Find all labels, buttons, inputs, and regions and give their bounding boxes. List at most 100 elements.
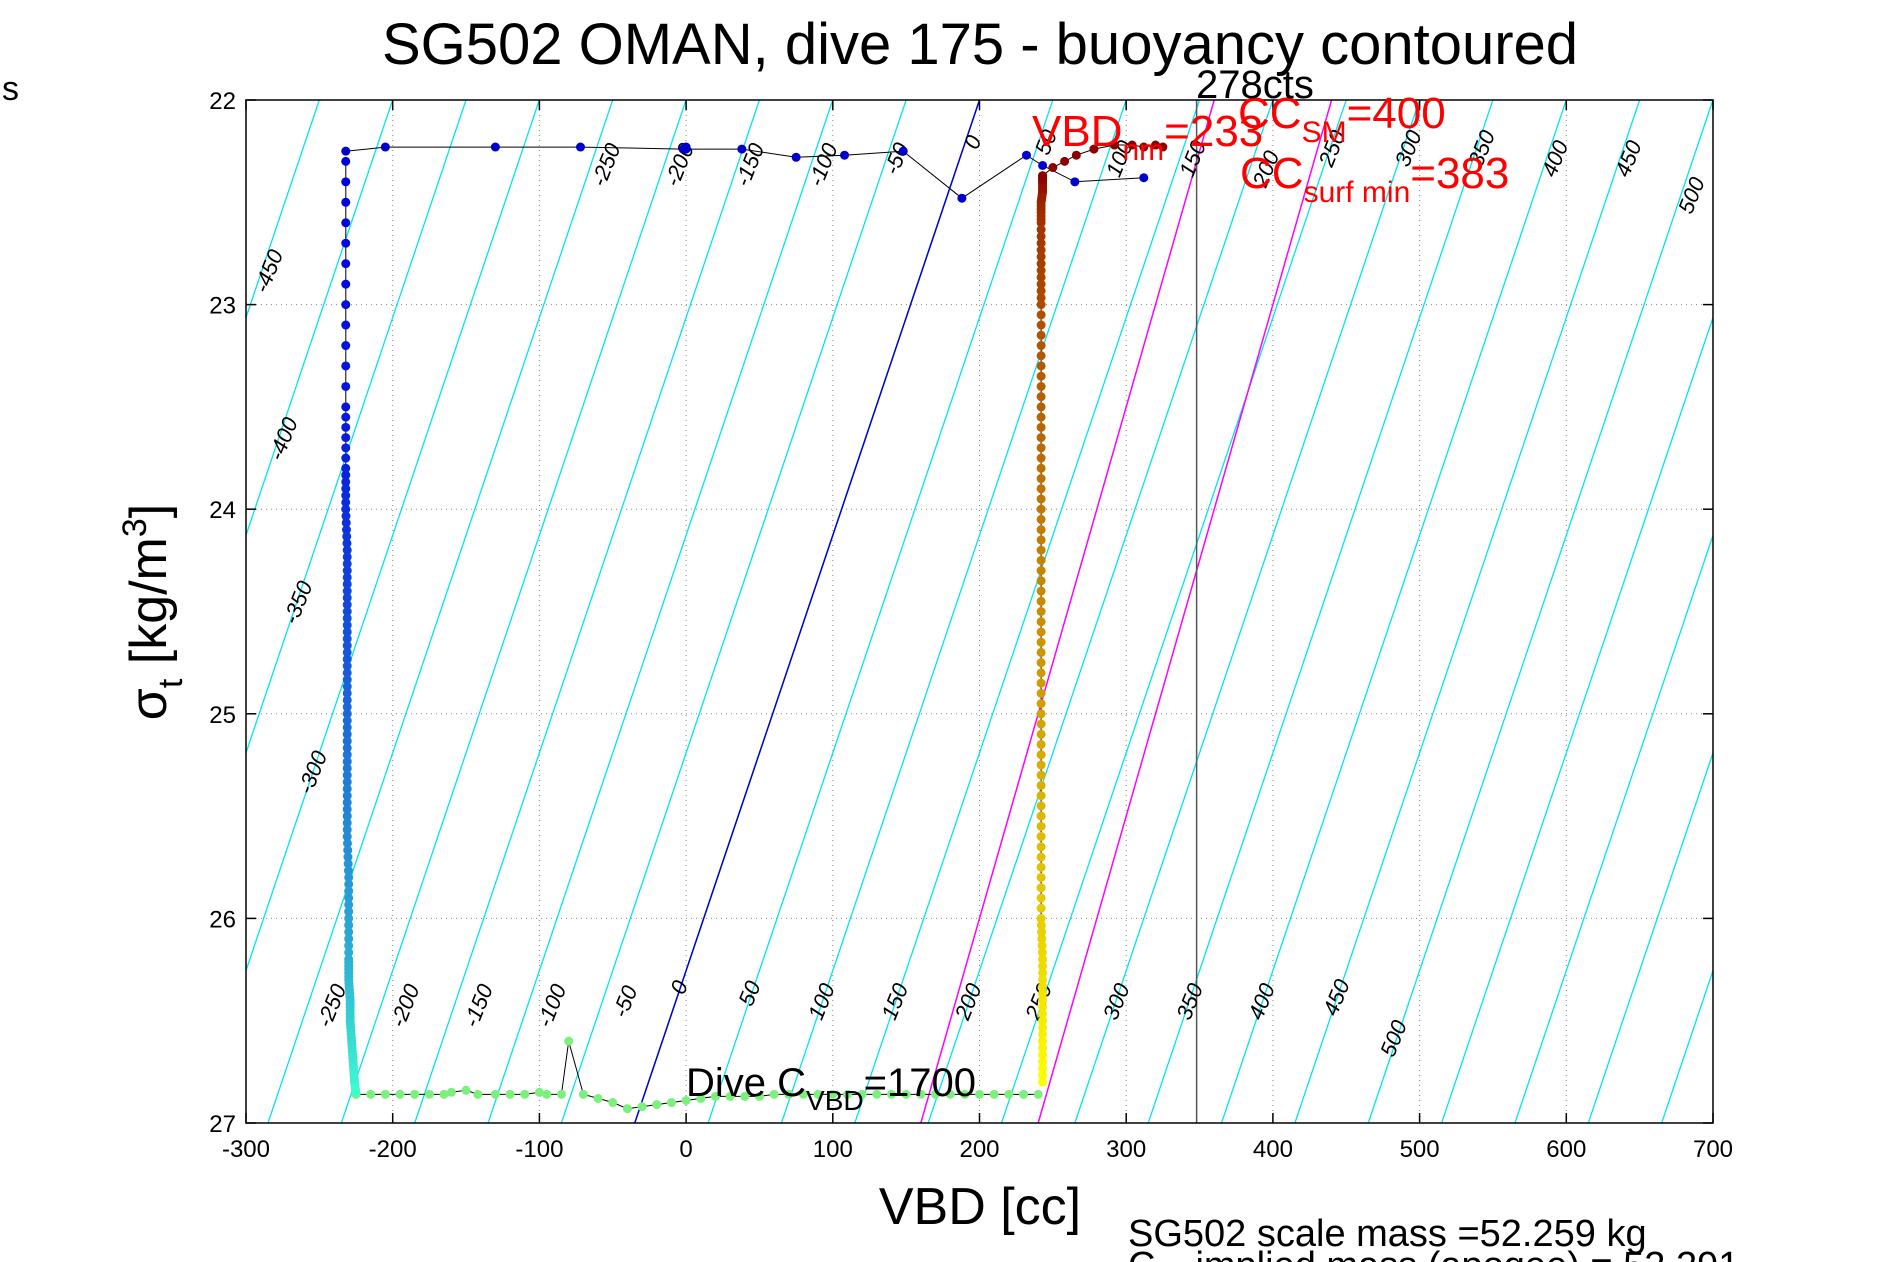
data-point-bottom bbox=[473, 1089, 483, 1099]
data-point-bottom bbox=[556, 1089, 566, 1099]
data-point-descent-dense bbox=[342, 552, 352, 562]
y-tick-label: 26 bbox=[209, 906, 236, 933]
data-point-descent-dense bbox=[343, 845, 353, 855]
data-point-ascent-dense bbox=[1036, 566, 1046, 576]
data-point-bottom bbox=[1033, 1089, 1043, 1099]
data-point-descent-dense bbox=[342, 743, 352, 753]
data-point-descent-dense bbox=[342, 784, 352, 794]
data-point-surface bbox=[1109, 140, 1119, 150]
data-points bbox=[341, 140, 1168, 1114]
data-point-bottom bbox=[857, 1089, 867, 1099]
data-point-descent bbox=[341, 402, 351, 412]
data-point-ascent bbox=[1036, 913, 1046, 923]
reference-line-magenta_2 bbox=[1037, 100, 1333, 1123]
data-point-bottom bbox=[960, 1089, 970, 1099]
data-point-descent-dense bbox=[341, 341, 351, 351]
contour-line bbox=[1735, 100, 1891, 1123]
vbd-nm-annotation: VBDnm=233 bbox=[1032, 107, 1263, 167]
data-point-bottom bbox=[461, 1085, 471, 1095]
data-point-dive_start bbox=[678, 144, 688, 154]
data-point-descent-dense bbox=[342, 682, 352, 692]
data-point-ascent-dense bbox=[1036, 821, 1046, 831]
data-point-bottom bbox=[395, 1089, 405, 1099]
data-point-ascent-dense bbox=[1038, 1002, 1048, 1012]
data-point-dive_start bbox=[575, 142, 585, 152]
data-point-bottom bbox=[666, 1098, 676, 1108]
data-point-descent-dense bbox=[342, 838, 352, 848]
data-point-descent-dense bbox=[348, 1053, 358, 1063]
data-point-descent-dense bbox=[342, 579, 352, 589]
contour-line bbox=[1147, 100, 1494, 1123]
data-point-descent-dense bbox=[342, 729, 352, 739]
data-point-ascent-dense bbox=[1036, 647, 1046, 657]
data-point-ascent-dense bbox=[1036, 862, 1046, 872]
data-point-descent bbox=[342, 586, 352, 596]
data-point-ascent-dense bbox=[1036, 225, 1046, 235]
data-point-bottom bbox=[534, 1087, 544, 1097]
reference-line-zero bbox=[634, 100, 981, 1123]
data-point-bottom bbox=[681, 1095, 691, 1105]
contour-line bbox=[0, 100, 26, 1123]
data-point-ascent-dense bbox=[1036, 750, 1046, 760]
data-point-ascent-dense bbox=[1036, 893, 1046, 903]
x-tick-label: 300 bbox=[1106, 1136, 1146, 1163]
data-point-ascent-dense bbox=[1037, 948, 1047, 957]
data-point-descent-dense bbox=[341, 477, 351, 487]
x-tick-label: -200 bbox=[369, 1136, 417, 1163]
data-point-descent-dense bbox=[341, 453, 351, 463]
data-point-descent-dense bbox=[342, 825, 352, 835]
x-ticks: -300 -200 -100 0 100 200 300 400 500 600 700 bbox=[222, 100, 1733, 1163]
data-point-bottom bbox=[366, 1089, 376, 1099]
cc-sm-sub: SM bbox=[1302, 116, 1347, 149]
data-point-ascent-dense bbox=[1036, 310, 1046, 320]
cc-surf-sub: surf min bbox=[1304, 176, 1411, 209]
data-point-descent-dense bbox=[342, 613, 352, 623]
data-point-descent-dense bbox=[342, 722, 352, 732]
data-point-dive_start bbox=[898, 146, 908, 156]
data-point-ascent-dense bbox=[1036, 719, 1046, 729]
data-point-descent-dense bbox=[341, 300, 351, 310]
contour-line bbox=[340, 100, 687, 1123]
data-point-descent-dense bbox=[341, 259, 351, 269]
data-point-ascent-dense bbox=[1036, 494, 1046, 504]
y-label-sub: t bbox=[152, 678, 190, 688]
footer-line-2: Cimplied mass (apogee) = 52.291 bbox=[1128, 1245, 1739, 1262]
data-point-descent bbox=[342, 668, 352, 678]
data-point-bottom bbox=[490, 1089, 500, 1099]
data-point-bottom bbox=[410, 1089, 420, 1099]
contour-line bbox=[560, 100, 907, 1123]
data-point-descent-dense bbox=[342, 634, 352, 644]
data-point-ascent-dense bbox=[1036, 678, 1046, 688]
data-point-ascent bbox=[1036, 607, 1046, 616]
data-point-descent-dense bbox=[342, 559, 352, 569]
data-point-bottom bbox=[769, 1089, 779, 1099]
contour-line bbox=[246, 100, 540, 973]
data-point-descent-dense bbox=[341, 218, 351, 228]
data-point-bottom bbox=[872, 1089, 882, 1099]
data-point-ascent-dense bbox=[1038, 1009, 1048, 1019]
data-point-ascent bbox=[1036, 422, 1046, 432]
data-point-ascent-dense bbox=[1038, 968, 1048, 978]
data-point-surface bbox=[1048, 163, 1058, 173]
data-point-descent bbox=[342, 832, 352, 842]
data-point-bottom bbox=[542, 1089, 552, 1099]
data-point-ascent-dense bbox=[1036, 231, 1046, 241]
data-point-surface bbox=[1139, 142, 1149, 152]
data-point-bottom bbox=[901, 1089, 911, 1099]
cc-sm-value: =400 bbox=[1347, 89, 1446, 138]
data-point-bottom bbox=[578, 1089, 588, 1099]
dive-main: Dive C bbox=[686, 1061, 806, 1105]
data-point-descent-dense bbox=[342, 647, 352, 657]
data-point-bottom bbox=[710, 1091, 720, 1101]
data-point-bottom bbox=[652, 1100, 662, 1110]
data-point-descent-dense bbox=[342, 607, 352, 616]
data-point-surface bbox=[1127, 140, 1137, 150]
data-point-ascent-dense bbox=[1036, 920, 1046, 930]
data-point-ascent-dense bbox=[1038, 1023, 1048, 1033]
data-point-ascent-dense bbox=[1036, 433, 1046, 443]
data-point-bottom bbox=[520, 1089, 530, 1099]
data-point-ascent bbox=[1036, 259, 1046, 269]
data-point-ascent-dense bbox=[1038, 1016, 1048, 1026]
data-point-descent-dense bbox=[341, 497, 351, 507]
data-point-descent-dense bbox=[342, 675, 352, 685]
